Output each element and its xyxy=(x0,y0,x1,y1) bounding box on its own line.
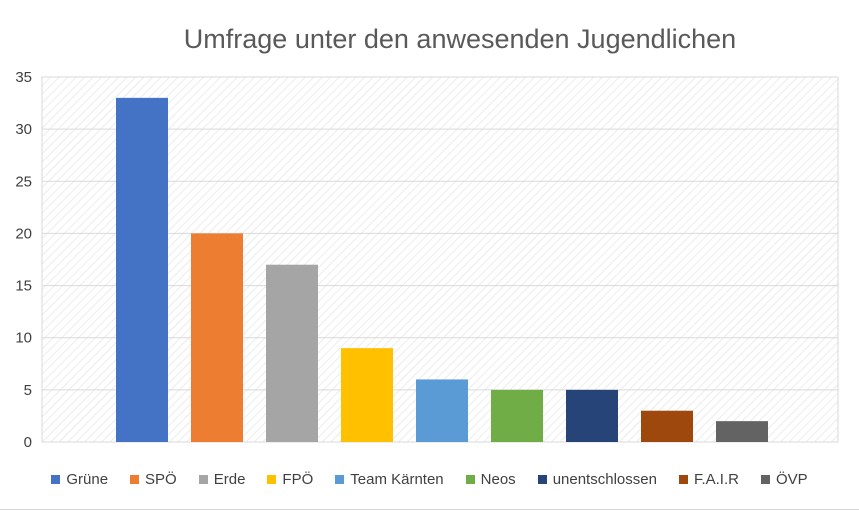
y-tick-label: 25 xyxy=(15,173,32,190)
bar-4 xyxy=(416,379,468,442)
y-tick-label: 10 xyxy=(15,330,32,347)
legend-swatch xyxy=(267,475,277,484)
bottom-divider xyxy=(0,509,859,510)
legend-label: F.A.I.R xyxy=(693,471,739,488)
bar-5 xyxy=(491,389,543,442)
legend-swatch xyxy=(760,475,770,484)
bar-1 xyxy=(191,233,243,442)
bar-0 xyxy=(116,97,168,442)
legend-item: SPÖ xyxy=(130,471,177,488)
y-tick-label: 20 xyxy=(15,225,32,242)
legend-swatch xyxy=(198,475,208,484)
y-tick-label: 0 xyxy=(24,434,32,451)
legend-swatch xyxy=(51,475,61,484)
bar-2 xyxy=(266,264,318,442)
legend-item: Grüne xyxy=(51,471,108,488)
legend-label: SPÖ xyxy=(145,471,177,488)
legend-label: unentschlossen xyxy=(552,471,657,488)
legend-item: Neos xyxy=(465,471,516,488)
y-tick-label: 30 xyxy=(15,121,32,138)
bar-3 xyxy=(341,348,393,442)
y-tick-label: 35 xyxy=(15,69,32,86)
chart-legend: Grüne SPÖ Erde FPÖ Team Kärnten Neos unentschl… xyxy=(0,471,859,488)
legend-swatch xyxy=(537,475,547,484)
legend-swatch xyxy=(678,475,688,484)
legend-swatch xyxy=(335,475,345,484)
legend-item: ÖVP xyxy=(760,471,808,488)
legend-item: unentschlossen xyxy=(537,471,657,488)
legend-label: Team Kärnten xyxy=(350,471,444,488)
bar-6 xyxy=(566,389,618,442)
chart-title: Umfrage unter den anwesenden Jugendliche… xyxy=(183,24,737,54)
legend-label: FPÖ xyxy=(282,471,314,488)
legend-label: Grüne xyxy=(66,471,109,488)
y-tick-label: 15 xyxy=(15,278,32,295)
legend-label: Neos xyxy=(480,471,516,488)
legend-item: Team Kärnten xyxy=(335,471,444,488)
legend-item: Erde xyxy=(198,471,246,488)
bar-7 xyxy=(641,410,693,442)
y-tick-label: 5 xyxy=(24,382,32,399)
legend-item: FPÖ xyxy=(267,471,313,488)
legend-label: ÖVP xyxy=(775,471,808,488)
bar-8 xyxy=(716,421,768,442)
legend-label: Erde xyxy=(213,471,246,488)
legend-swatch xyxy=(465,475,475,484)
legend-item: F.A.I.R xyxy=(678,471,739,488)
legend-swatch xyxy=(130,475,140,484)
